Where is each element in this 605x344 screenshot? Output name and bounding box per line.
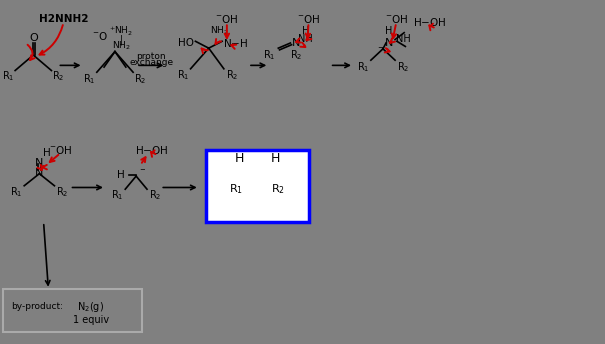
Text: H$-$OH: H$-$OH [134,144,168,155]
Text: exchange: exchange [129,58,173,67]
Text: R$_1$: R$_1$ [2,69,14,83]
Text: HO: HO [178,38,194,48]
Text: H2NNH2: H2NNH2 [39,14,88,24]
Text: $^{-}$O: $^{-}$O [92,30,108,42]
Text: N: N [35,158,44,169]
Text: NH: NH [298,33,313,44]
Text: H: H [302,26,309,36]
Text: |: | [119,34,123,45]
Text: $^{-}$OH: $^{-}$OH [215,13,238,25]
FancyBboxPatch shape [3,289,142,332]
Text: N: N [35,168,44,178]
Text: H: H [117,170,125,181]
Text: $^{-}$OH: $^{-}$OH [385,13,408,25]
Text: R$_2$: R$_2$ [271,182,286,196]
Text: H: H [385,26,393,36]
Text: O: O [29,33,38,43]
Text: proton: proton [137,52,166,61]
Text: by-product:: by-product: [11,302,63,311]
Text: R$_2$: R$_2$ [53,69,65,83]
Text: R$_1$: R$_1$ [229,182,243,196]
Text: 1 equiv: 1 equiv [73,315,109,325]
Text: R$_2$: R$_2$ [397,60,409,74]
Text: $^{-}$OH: $^{-}$OH [297,13,320,25]
Text: N: N [292,38,301,48]
Text: R$_1$: R$_1$ [83,72,96,86]
Text: R$_1$: R$_1$ [177,68,189,82]
Text: $^{-}$OH: $^{-}$OH [49,144,72,155]
Text: R$_1$: R$_1$ [357,60,369,74]
Text: R$_1$: R$_1$ [263,48,275,62]
Text: R$_2$: R$_2$ [149,189,162,202]
Text: H: H [270,152,280,165]
Text: $^{-}$: $^{-}$ [378,45,385,55]
Text: R$_2$: R$_2$ [56,185,68,199]
Text: R$_2$: R$_2$ [134,72,146,86]
Text: $^{+}$NH$_2$: $^{+}$NH$_2$ [109,24,133,37]
Text: NH$_2$: NH$_2$ [112,39,130,52]
Text: H$-$OH: H$-$OH [413,17,446,28]
Text: $^{-}$: $^{-}$ [139,167,146,177]
Text: R$_1$: R$_1$ [10,185,22,199]
Text: NH$_2$: NH$_2$ [211,25,229,37]
Text: H: H [43,148,50,158]
Text: N$-$H: N$-$H [223,37,249,49]
Text: N$_2$(g): N$_2$(g) [77,300,104,314]
Text: R$_2$: R$_2$ [226,68,238,82]
Text: NH: NH [396,33,410,44]
Text: R$_1$: R$_1$ [111,189,123,202]
FancyBboxPatch shape [206,150,309,222]
Text: R$_2$: R$_2$ [290,48,302,62]
Text: H: H [234,152,244,165]
Text: N: N [385,38,393,48]
